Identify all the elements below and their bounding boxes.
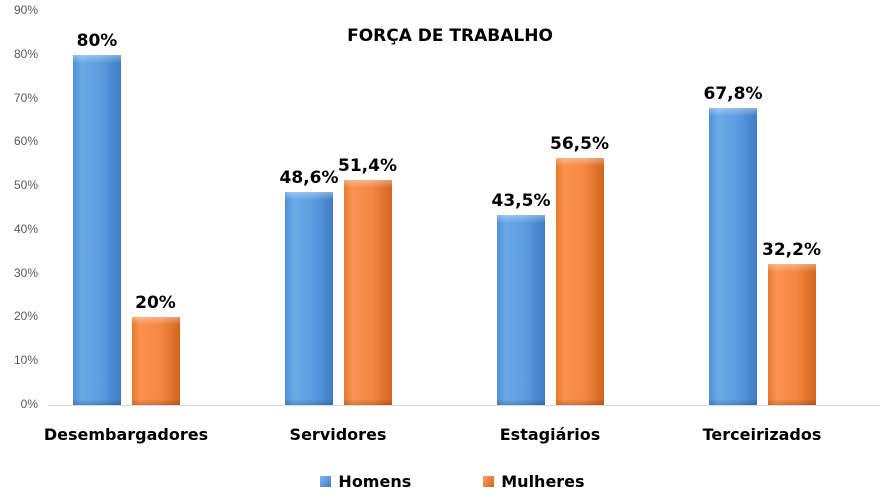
- legend-swatch-homens: [320, 476, 332, 487]
- data-label: 43,5%: [491, 190, 551, 211]
- y-tick-label: 80%: [13, 46, 38, 61]
- legend-label-mulheres: Mulheres: [501, 472, 585, 491]
- data-label: 56,5%: [550, 133, 609, 154]
- legend-item-mulheres: Mulheres: [483, 472, 585, 491]
- bar-mulheres: [555, 157, 604, 406]
- x-category-label: Servidores: [289, 425, 387, 444]
- y-tick-label: 20%: [13, 309, 38, 324]
- legend: Homens Mulheres: [0, 472, 880, 491]
- bar-homens: [285, 192, 333, 405]
- data-label: 80%: [76, 30, 118, 51]
- x-category-label: Estagiários: [499, 425, 601, 444]
- x-category-label: Terceirizados: [702, 425, 822, 444]
- data-label: 20%: [135, 293, 176, 314]
- bar-mulheres: [343, 179, 392, 406]
- bar-homens: [497, 214, 545, 406]
- legend-swatch-mulheres: [483, 476, 495, 487]
- bar-homens: [73, 54, 121, 406]
- data-label: 67,8%: [703, 84, 763, 105]
- y-tick-label: 70%: [13, 90, 38, 105]
- y-tick-label: 90%: [13, 3, 38, 17]
- legend-label-homens: Homens: [338, 472, 412, 491]
- legend-item-homens: Homens: [320, 472, 411, 491]
- data-label: 51,4%: [338, 155, 397, 176]
- data-label: 48,6%: [279, 168, 339, 189]
- bar-homens: [709, 108, 757, 405]
- y-tick-label: 60%: [13, 134, 38, 149]
- bar-mulheres: [767, 264, 816, 405]
- x-category-label: Desembargadores: [43, 425, 209, 444]
- y-tick-label: 10%: [13, 353, 38, 368]
- y-tick-label: 50%: [13, 178, 38, 193]
- y-tick-label: 30%: [13, 265, 38, 280]
- y-tick-label: 0%: [20, 397, 38, 411]
- x-axis-line: [48, 405, 880, 406]
- bar-mulheres: [131, 317, 180, 405]
- data-label: 32,2%: [762, 240, 821, 261]
- chart-title: FORÇA DE TRABALHO: [347, 26, 553, 46]
- y-tick-label: 40%: [13, 221, 38, 236]
